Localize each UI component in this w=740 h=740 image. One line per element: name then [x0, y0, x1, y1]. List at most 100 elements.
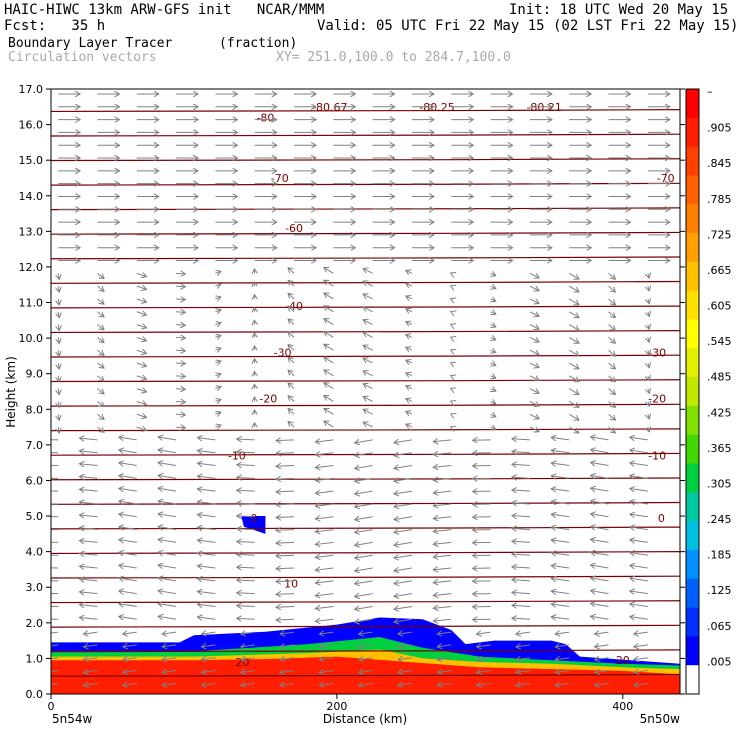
wind-vector [315, 530, 334, 532]
wind-vector [58, 324, 59, 331]
contour-line [51, 428, 680, 432]
wind-vector [119, 604, 137, 607]
wind-vector [551, 591, 570, 593]
wind-vector [324, 357, 334, 364]
wind-vector [97, 401, 104, 406]
colorbar: .005 .065 .125 .185 .245 .305 .365 .425 .485 .545… [685, 85, 732, 695]
wind-vector [608, 375, 616, 382]
wind-vector [355, 478, 373, 481]
colorbar-segment [686, 261, 699, 292]
wind-vector [608, 298, 616, 305]
colorbar-label: .665 [707, 264, 732, 277]
wind-vector [97, 298, 104, 304]
wind-vector [79, 528, 98, 530]
wind-vector [215, 425, 221, 427]
wind-vector [591, 539, 609, 542]
wind-vector [97, 285, 104, 291]
y-tick-label: 12.0 [19, 261, 44, 274]
wind-vector [136, 337, 147, 340]
colorbar-segment [686, 405, 699, 436]
wind-vector [288, 345, 295, 351]
wind-vector [197, 540, 216, 542]
wind-vector [551, 527, 570, 529]
wind-vector [529, 272, 539, 278]
y-tick-label: 9.0 [26, 368, 44, 381]
colorbar-segment [686, 377, 699, 407]
wind-vector [591, 501, 609, 504]
colorbar-segment [686, 233, 699, 263]
wind-vector [568, 336, 579, 343]
wind-vector [355, 453, 373, 456]
wind-vector [595, 632, 609, 634]
wind-vector [406, 386, 413, 389]
colorbar-label: .065 [707, 620, 732, 633]
wind-vector [608, 272, 616, 279]
wind-vector [648, 286, 649, 291]
wind-vector [512, 439, 530, 440]
wind-vector [630, 437, 648, 440]
wind-vector [136, 273, 147, 276]
contour-label: -70 [271, 172, 289, 185]
wind-vector [58, 337, 59, 343]
wind-vector [551, 463, 570, 465]
wind-vector [176, 286, 185, 287]
wind-vector [433, 504, 452, 506]
wind-vector [491, 286, 496, 288]
wind-vector [158, 539, 177, 542]
wind-vector [634, 683, 648, 685]
wind-vector [158, 591, 177, 594]
wind-vector [58, 298, 59, 305]
wind-vector [119, 463, 137, 466]
wind-vector [119, 488, 137, 491]
wind-vector [406, 322, 413, 325]
wind-vector [491, 389, 496, 391]
wind-vector [324, 370, 334, 377]
wind-vector [477, 632, 491, 634]
wind-vector [315, 606, 334, 608]
wind-vector [288, 306, 295, 313]
wind-vector [79, 451, 98, 453]
wind-vector [568, 311, 579, 318]
wind-vector [241, 683, 255, 685]
wind-vector [315, 568, 334, 570]
wind-vector [315, 504, 334, 506]
wind-vector [119, 501, 137, 504]
wind-vector [215, 310, 221, 312]
wind-vector [363, 345, 373, 351]
wind-vector [491, 299, 496, 301]
wind-vector [119, 514, 137, 517]
wind-vector [512, 554, 530, 555]
colorbar-segment [686, 319, 699, 349]
wind-vector [529, 324, 539, 330]
wind-vector [406, 373, 413, 376]
wind-vector [491, 312, 496, 314]
wind-vector [516, 671, 530, 673]
wind-vector [288, 332, 295, 338]
wind-vector [237, 452, 255, 453]
contour-line [51, 526, 680, 530]
field-name: Boundary Layer Tracer [8, 36, 173, 51]
wind-vector [176, 376, 185, 377]
header-forecast-hour: Fcst: 35 h [4, 18, 106, 34]
wind-vector [591, 591, 609, 594]
y-tick-label: 11.0 [19, 297, 44, 310]
wind-vector [58, 273, 59, 279]
wind-vector [491, 325, 496, 327]
wind-vector [406, 283, 413, 286]
y-tick-label: 17.0 [19, 83, 44, 96]
wind-vector [97, 311, 104, 317]
wind-vector [215, 361, 221, 363]
wind-vector [437, 632, 452, 634]
wind-vector [555, 645, 570, 647]
wind-vector [491, 273, 496, 275]
x-tick-label: 0 [48, 700, 55, 713]
wind-vector [197, 617, 216, 619]
wind-vector [595, 683, 609, 685]
wind-vector [433, 568, 452, 570]
wind-vector [79, 515, 98, 517]
header-title: HAIC-HIWC 13km ARW-GFS init NCAR/MMM [4, 2, 325, 18]
wind-vector [276, 568, 295, 569]
wind-vector [591, 616, 609, 619]
wind-vector [363, 268, 373, 274]
wind-vector [83, 671, 98, 673]
